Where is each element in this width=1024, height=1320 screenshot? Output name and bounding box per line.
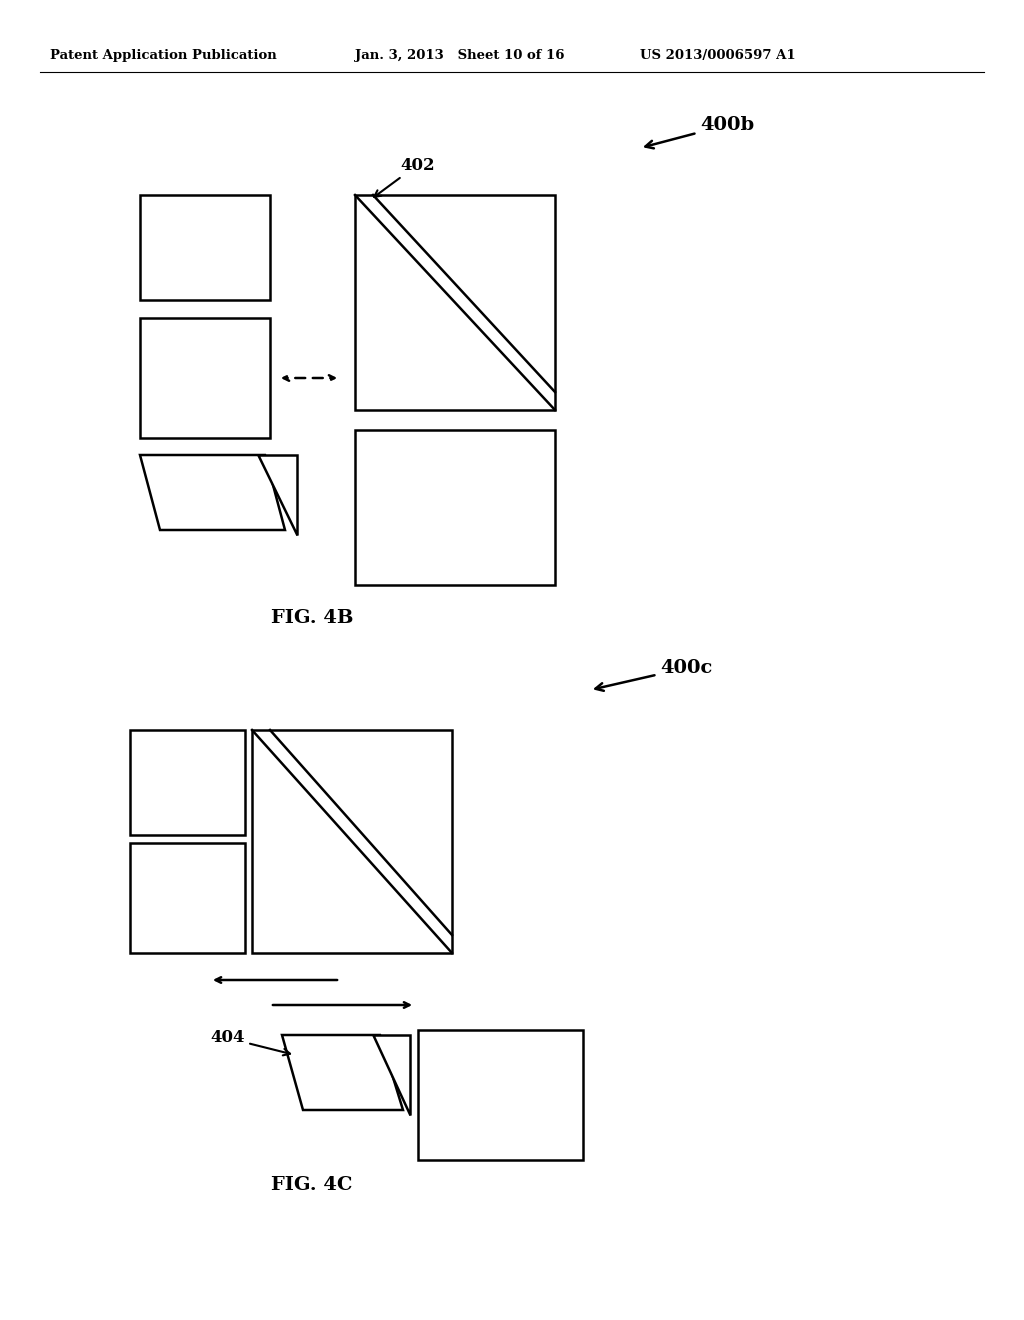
Bar: [130, 730, 245, 836]
Text: 402: 402: [374, 157, 434, 197]
Bar: [130, 843, 245, 953]
Bar: [140, 195, 270, 300]
Text: FIG. 4B: FIG. 4B: [270, 609, 353, 627]
Text: 400b: 400b: [645, 116, 754, 148]
Bar: [252, 730, 452, 953]
Polygon shape: [282, 1035, 403, 1110]
Polygon shape: [258, 455, 297, 535]
Bar: [355, 195, 555, 411]
Bar: [140, 318, 270, 438]
Text: 400c: 400c: [595, 659, 713, 690]
Text: US 2013/0006597 A1: US 2013/0006597 A1: [640, 49, 796, 62]
Text: FIG. 4C: FIG. 4C: [271, 1176, 352, 1195]
Bar: [355, 430, 555, 585]
Text: 404: 404: [210, 1030, 290, 1056]
Text: Jan. 3, 2013   Sheet 10 of 16: Jan. 3, 2013 Sheet 10 of 16: [355, 49, 564, 62]
Text: Patent Application Publication: Patent Application Publication: [50, 49, 276, 62]
Polygon shape: [140, 455, 285, 531]
Bar: [418, 1030, 583, 1160]
Polygon shape: [373, 1035, 410, 1115]
